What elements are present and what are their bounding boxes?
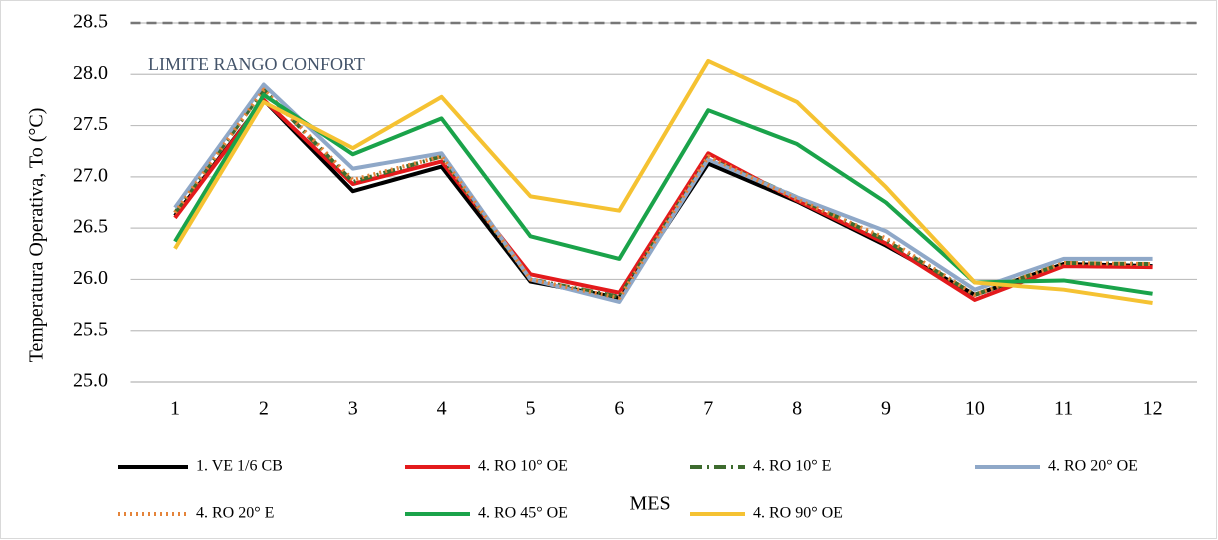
x-tick-label: 5 bbox=[525, 398, 535, 420]
y-tick-label: 28.0 bbox=[73, 62, 108, 84]
x-tick-label: 11 bbox=[1054, 398, 1073, 420]
legend-label: 4. RO 20° OE bbox=[1048, 458, 1138, 475]
y-tick-label: 25.0 bbox=[73, 370, 108, 392]
x-tick-label: 6 bbox=[614, 398, 624, 420]
legend-label: 4. RO 90° OE bbox=[753, 505, 843, 522]
x-tick-label: 8 bbox=[792, 398, 802, 420]
x-tick-label: 9 bbox=[881, 398, 891, 420]
x-tick-label: 7 bbox=[703, 398, 713, 420]
limit-label: LIMITE RANGO CONFORT bbox=[148, 54, 365, 74]
y-tick-label: 27.5 bbox=[73, 113, 108, 135]
legend-label: 4. RO 10° E bbox=[753, 458, 831, 475]
y-tick-label: 26.0 bbox=[73, 267, 108, 289]
legend-label: 4. RO 10° OE bbox=[478, 458, 568, 475]
legend-label: 4. RO 45° OE bbox=[478, 505, 568, 522]
x-axis-label: MES bbox=[629, 493, 670, 515]
y-tick-label: 26.5 bbox=[73, 216, 108, 238]
x-tick-label: 2 bbox=[259, 398, 269, 420]
y-tick-label: 25.5 bbox=[73, 318, 108, 340]
y-axis-label: Temperatura Operativa, To (°C) bbox=[26, 108, 48, 363]
series-line bbox=[173, 87, 1153, 300]
series-line bbox=[173, 58, 1153, 305]
x-tick-label: 1 bbox=[170, 398, 180, 420]
legend-label: 1. VE 1/6 CB bbox=[196, 458, 283, 475]
legend-label: 4. RO 20° E bbox=[196, 505, 274, 522]
y-tick-label: 28.5 bbox=[73, 11, 108, 33]
x-tick-label: 3 bbox=[348, 398, 358, 420]
y-tick-label: 27.0 bbox=[73, 164, 108, 186]
series-line bbox=[173, 97, 1153, 302]
x-tick-label: 4 bbox=[437, 398, 447, 420]
x-tick-label: 10 bbox=[965, 398, 985, 420]
x-tick-label: 12 bbox=[1143, 398, 1163, 420]
